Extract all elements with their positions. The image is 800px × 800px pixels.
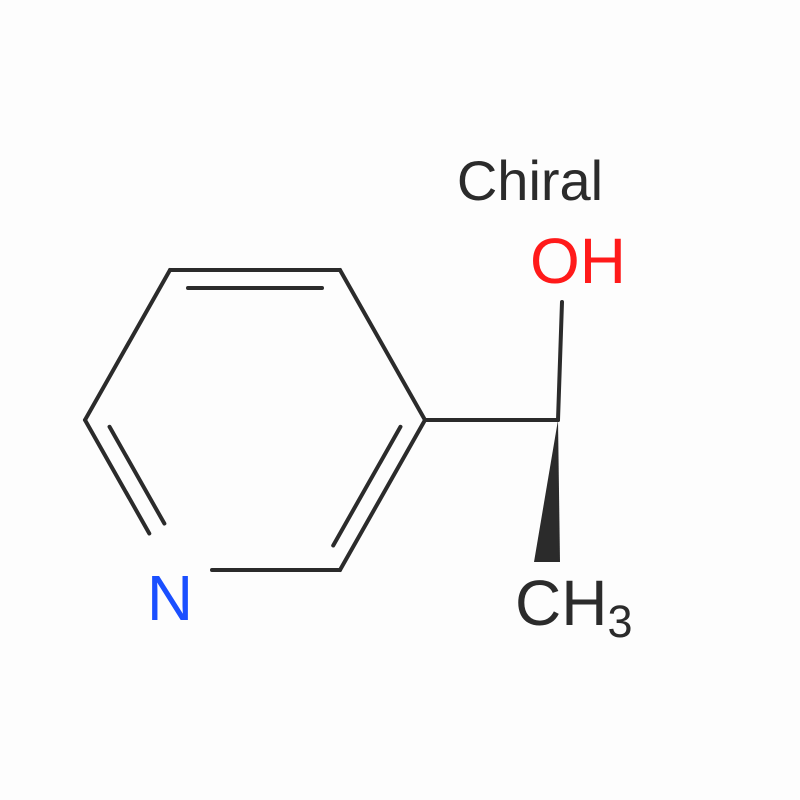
hydroxyl-label: OH (530, 225, 626, 297)
chiral-label: Chiral (457, 149, 603, 212)
nitrogen-label: N (147, 562, 193, 634)
canvas-background (0, 0, 800, 800)
